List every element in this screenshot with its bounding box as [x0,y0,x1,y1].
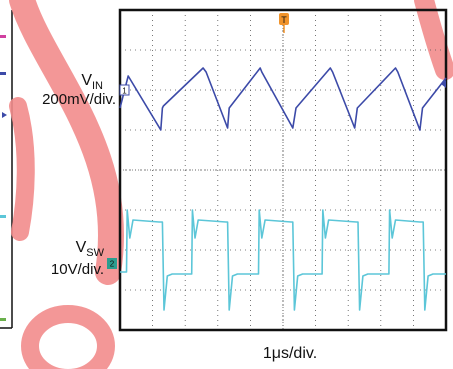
vin-scale-label: 200mV/div. [42,91,116,108]
offset-arrow-right [441,80,446,88]
channel-marker-1: 1 [119,84,130,96]
traces [119,67,447,311]
watermark-logo [9,0,453,369]
trace-vsw [120,209,446,311]
vsw-scale-label: 10V/div. [51,261,104,278]
trace-vin [119,67,447,131]
channel-marker-2-label: 2 [110,260,115,269]
vsw-label-main: V [76,239,87,256]
adjacent-scope-fragment [0,10,13,329]
vsw-label-sub: SW [86,247,104,259]
vin-label: VIN [81,72,103,92]
trigger-marker: T [279,13,289,33]
scope-screen-frame [118,8,448,332]
vin-label-main: V [81,72,92,89]
vsw-label: VSW [76,239,105,259]
vin-label-sub: IN [92,80,103,92]
scope-grid [120,10,446,330]
channel-marker-1-label: 1 [122,87,127,96]
channel-marker-2: 2 [107,258,117,269]
x-axis-label: 1μs/div. [263,345,317,362]
trigger-marker-label: T [281,15,287,25]
